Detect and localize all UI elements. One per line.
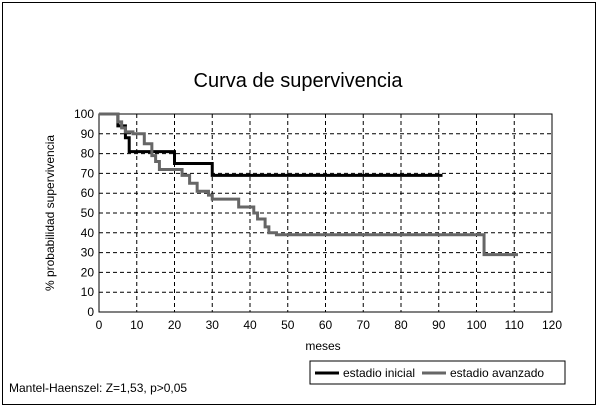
y-tick-label: 50 bbox=[81, 206, 95, 220]
x-tick-label: 100 bbox=[466, 318, 486, 332]
x-tick-label: 80 bbox=[394, 318, 408, 332]
x-tick-label: 110 bbox=[505, 318, 524, 332]
y-tick-label: 100 bbox=[74, 107, 94, 121]
y-tick-label: 40 bbox=[81, 226, 95, 240]
y-tick-label: 10 bbox=[81, 285, 95, 299]
x-tick-label: 70 bbox=[357, 318, 371, 332]
x-tick-label: 40 bbox=[243, 318, 257, 332]
x-tick-label: 10 bbox=[130, 318, 144, 332]
y-tick-labels: 0 10 20 30 40 50 60 70 80 90 100 bbox=[74, 107, 94, 319]
x-tick-label: 30 bbox=[206, 318, 220, 332]
statistical-test-note: Mantel-Haenszel: Z=1,53, p>0,05 bbox=[9, 381, 187, 395]
x-tick-labels: 0 10 20 30 40 50 60 70 80 90 100 110 120 bbox=[96, 318, 563, 332]
legend-label-avanzado: estadio avanzado bbox=[450, 366, 544, 380]
y-tick-label: 30 bbox=[81, 246, 95, 260]
x-tick-label: 0 bbox=[96, 318, 103, 332]
y-tick-label: 80 bbox=[81, 147, 95, 161]
x-axis-label: meses bbox=[305, 339, 340, 353]
y-tick-label: 70 bbox=[81, 166, 95, 180]
chart-title: Curva de supervivencia bbox=[194, 70, 404, 92]
x-tick-label: 60 bbox=[319, 318, 333, 332]
chart-frame: Curva de supervivencia 0 10 20 30 40 50 60 70 80… bbox=[2, 2, 596, 405]
legend: estadio inicial estadio avanzado bbox=[309, 360, 566, 385]
grid-lines bbox=[99, 114, 552, 312]
x-tick-label: 120 bbox=[542, 318, 562, 332]
series-line-estadio-avanzado bbox=[99, 112, 519, 257]
x-tick-label: 50 bbox=[281, 318, 295, 332]
y-axis-label: % probabilidad supervivencia bbox=[43, 135, 57, 291]
y-tick-label: 90 bbox=[81, 127, 95, 141]
y-tick-label: 20 bbox=[81, 265, 95, 279]
y-tick-label: 60 bbox=[81, 186, 95, 200]
survival-chart: Curva de supervivencia 0 10 20 30 40 50 60 70 80… bbox=[9, 70, 566, 395]
series-lines bbox=[99, 112, 519, 257]
y-tick-label: 0 bbox=[87, 305, 94, 319]
legend-label-inicial: estadio inicial bbox=[343, 366, 415, 380]
x-tick-label: 90 bbox=[432, 318, 446, 332]
x-tick-label: 20 bbox=[168, 318, 182, 332]
